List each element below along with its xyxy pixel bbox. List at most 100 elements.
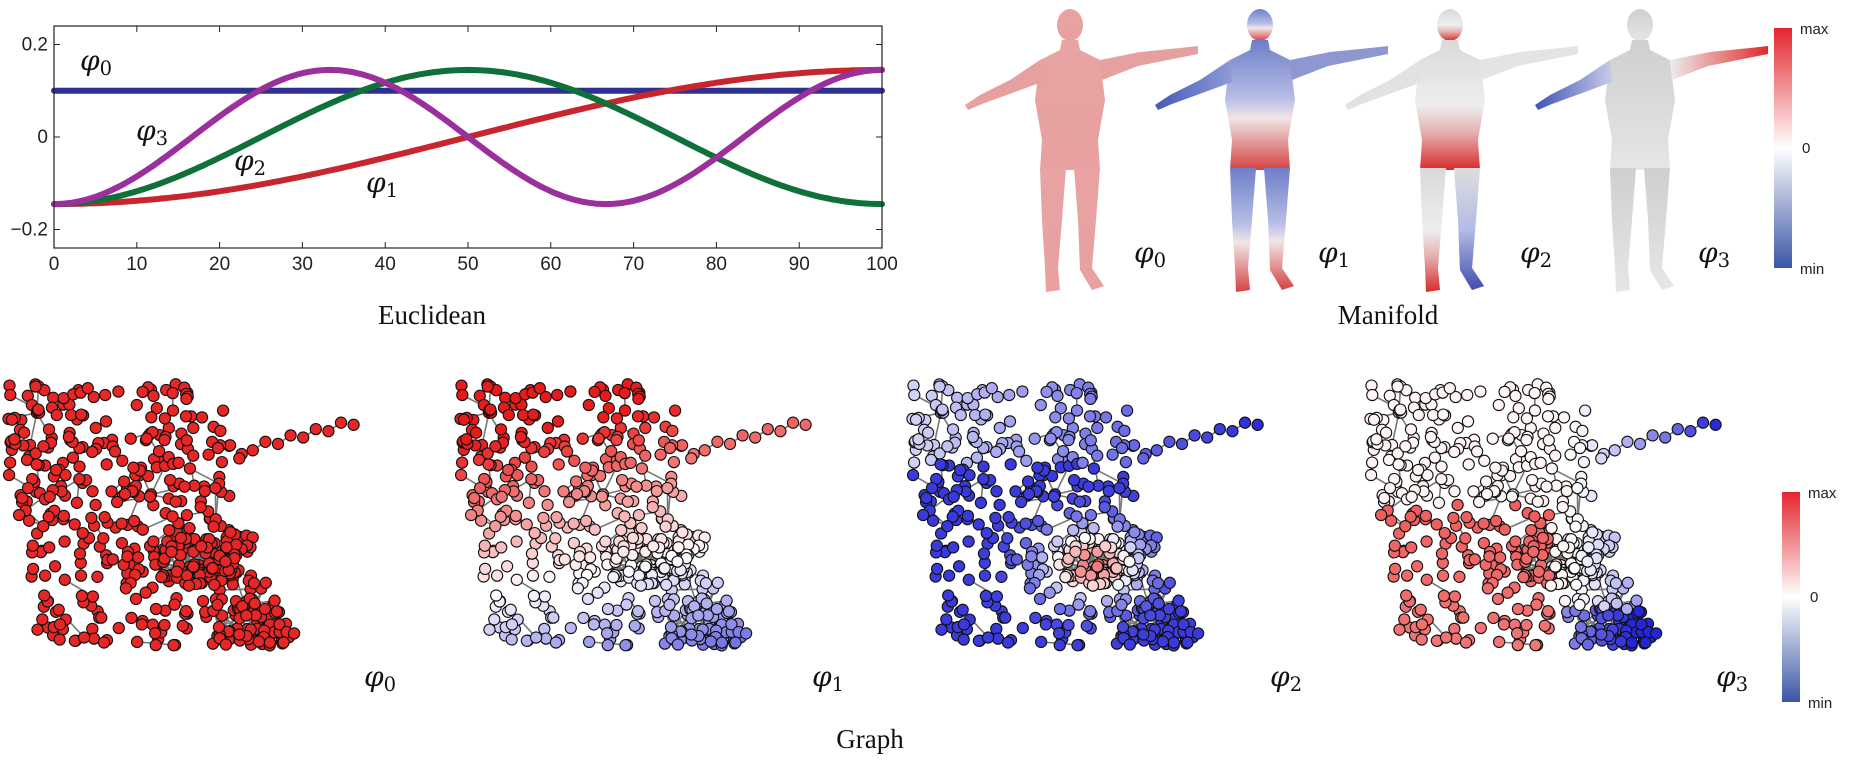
graph-node: [1080, 619, 1093, 632]
graph-node: [1053, 638, 1066, 652]
graph-node: [529, 631, 543, 644]
graph-node: [1459, 636, 1473, 649]
graph-node: [933, 380, 946, 393]
graph-node: [334, 416, 348, 429]
graph-node: [921, 426, 935, 439]
graph-node: [1010, 553, 1023, 566]
graph-node: [1541, 605, 1555, 618]
x-tick-label: 80: [706, 254, 727, 275]
graph-node: [1595, 628, 1608, 641]
graph-node: [135, 618, 149, 631]
graph-node: [676, 526, 689, 539]
graph-node: [178, 480, 191, 493]
graph-node: [564, 621, 577, 635]
graph-node: [952, 560, 966, 573]
graph-node: [57, 509, 71, 523]
graph-colorbar-zero: 0: [1810, 589, 1818, 606]
graph-node: [626, 531, 640, 545]
graph-node: [1191, 627, 1205, 640]
graph-phi1: [454, 378, 812, 652]
graph-node: [1001, 532, 1014, 545]
graph-node: [1201, 431, 1214, 444]
graph-node: [489, 520, 502, 533]
graph-node: [704, 635, 718, 648]
graph-node: [601, 638, 614, 652]
graph-node: [1531, 495, 1544, 508]
graph-node: [1509, 535, 1522, 548]
graph-node: [1610, 597, 1623, 610]
graph-node: [1405, 490, 1418, 503]
graph-node: [158, 433, 171, 447]
graph-node: [97, 636, 111, 649]
graph-node: [1071, 639, 1084, 652]
graph-node: [1577, 455, 1591, 469]
graph-node: [692, 609, 705, 622]
graph-colorbar-max: max: [1808, 485, 1837, 502]
graph-node: [658, 562, 671, 575]
manifold-colorbar-svg: max 0 min: [1774, 21, 1829, 278]
graph-node: [26, 562, 40, 576]
graph-node: [715, 636, 729, 649]
x-tick-label: 50: [457, 254, 478, 275]
graph-node: [194, 500, 207, 514]
graph-node: [469, 426, 483, 439]
graph-node: [1033, 592, 1047, 606]
graph-node: [954, 408, 967, 422]
graph-node: [799, 418, 812, 431]
graph-node: [650, 484, 663, 498]
graph-node: [935, 623, 948, 636]
graph-node: [1564, 448, 1577, 461]
graph-node: [209, 481, 222, 495]
graph-node: [1367, 413, 1381, 426]
graph-node: [1542, 392, 1555, 406]
graph-node: [1557, 411, 1571, 424]
graph-node: [75, 589, 89, 603]
graph-node: [639, 560, 652, 573]
graph-figures: [2, 378, 1722, 652]
graph-node: [1076, 456, 1089, 469]
graph-node: [147, 535, 160, 548]
graph-node: [127, 461, 140, 474]
graph-node: [16, 491, 29, 505]
graph-node: [174, 531, 188, 545]
x-tick-label: 90: [789, 254, 810, 275]
graph-node: [1534, 456, 1547, 469]
graph-node: [187, 449, 200, 462]
graph-node: [1569, 520, 1582, 533]
graph-node: [525, 472, 538, 486]
euclid-label-phi1: φ1: [366, 166, 399, 202]
graph-node: [946, 423, 960, 436]
graph-node: [1014, 495, 1028, 509]
graph-node: [1477, 517, 1490, 530]
graph-node: [1609, 577, 1623, 590]
graph-node: [130, 635, 144, 649]
graph-node: [957, 618, 971, 631]
graph-node: [1430, 518, 1443, 531]
graph-node: [1573, 441, 1587, 455]
graph-node: [1226, 425, 1239, 438]
graph-node: [1544, 579, 1558, 592]
graph-node: [1498, 523, 1511, 536]
graph-node: [1083, 410, 1097, 423]
graph-node: [558, 553, 571, 566]
y-tick-label: 0: [37, 127, 48, 148]
graph-node: [488, 613, 501, 626]
graph-node: [1251, 418, 1264, 431]
graph-node: [1070, 404, 1084, 417]
graph-node: [1448, 445, 1461, 459]
graph-node: [582, 635, 596, 649]
graph-node: [510, 535, 523, 548]
graph-node: [1491, 592, 1505, 606]
graph-node: [1435, 472, 1448, 486]
graph-label-phi0: φ0: [364, 660, 397, 696]
graph-node: [628, 619, 641, 632]
graph-node: [287, 627, 301, 640]
graph-node: [42, 423, 56, 436]
graph-node: [37, 520, 50, 533]
graph-label-phi2: φ2: [1270, 660, 1303, 696]
manifold-label-phi2: φ2: [1520, 236, 1553, 272]
graph-node: [1238, 416, 1252, 429]
graph-node: [1635, 618, 1648, 631]
graph-node: [1451, 421, 1464, 435]
graph-node: [568, 454, 581, 467]
